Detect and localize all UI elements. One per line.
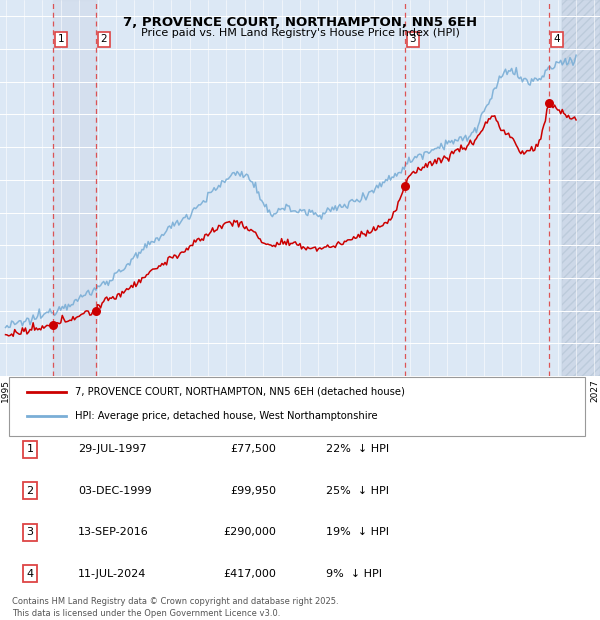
Text: Price paid vs. HM Land Registry's House Price Index (HPI): Price paid vs. HM Land Registry's House … [140, 28, 460, 38]
Bar [53, 0, 96, 376]
Text: £290,000: £290,000 [223, 527, 276, 537]
Text: HPI: Average price, detached house, West Northamptonshire: HPI: Average price, detached house, West… [75, 411, 377, 422]
Text: 2: 2 [26, 485, 34, 496]
Text: 7, PROVENCE COURT, NORTHAMPTON, NN5 6EH: 7, PROVENCE COURT, NORTHAMPTON, NN5 6EH [123, 16, 477, 29]
Text: 9%  ↓ HPI: 9% ↓ HPI [312, 569, 382, 578]
Text: 13-SEP-2016: 13-SEP-2016 [78, 527, 149, 537]
Text: 29-JUL-1997: 29-JUL-1997 [78, 445, 146, 454]
Text: 2: 2 [101, 35, 107, 45]
Text: 1: 1 [26, 445, 34, 454]
Text: 4: 4 [26, 569, 34, 578]
Text: 19%  ↓ HPI: 19% ↓ HPI [312, 527, 389, 537]
Text: 25%  ↓ HPI: 25% ↓ HPI [312, 485, 389, 496]
Text: 4: 4 [554, 35, 560, 45]
Text: 3: 3 [410, 35, 416, 45]
Text: Contains HM Land Registry data © Crown copyright and database right 2025.
This d: Contains HM Land Registry data © Crown c… [12, 597, 338, 618]
Bar [562, 0, 600, 376]
Text: 3: 3 [26, 527, 34, 537]
Text: £99,950: £99,950 [230, 485, 276, 496]
Text: £77,500: £77,500 [230, 445, 276, 454]
Bar [562, 0, 600, 376]
Text: 1: 1 [58, 35, 64, 45]
Text: £417,000: £417,000 [223, 569, 276, 578]
Text: 7, PROVENCE COURT, NORTHAMPTON, NN5 6EH (detached house): 7, PROVENCE COURT, NORTHAMPTON, NN5 6EH … [75, 387, 405, 397]
Text: 22%  ↓ HPI: 22% ↓ HPI [312, 445, 389, 454]
Text: 11-JUL-2024: 11-JUL-2024 [78, 569, 146, 578]
FancyBboxPatch shape [9, 378, 585, 436]
Text: 03-DEC-1999: 03-DEC-1999 [78, 485, 152, 496]
